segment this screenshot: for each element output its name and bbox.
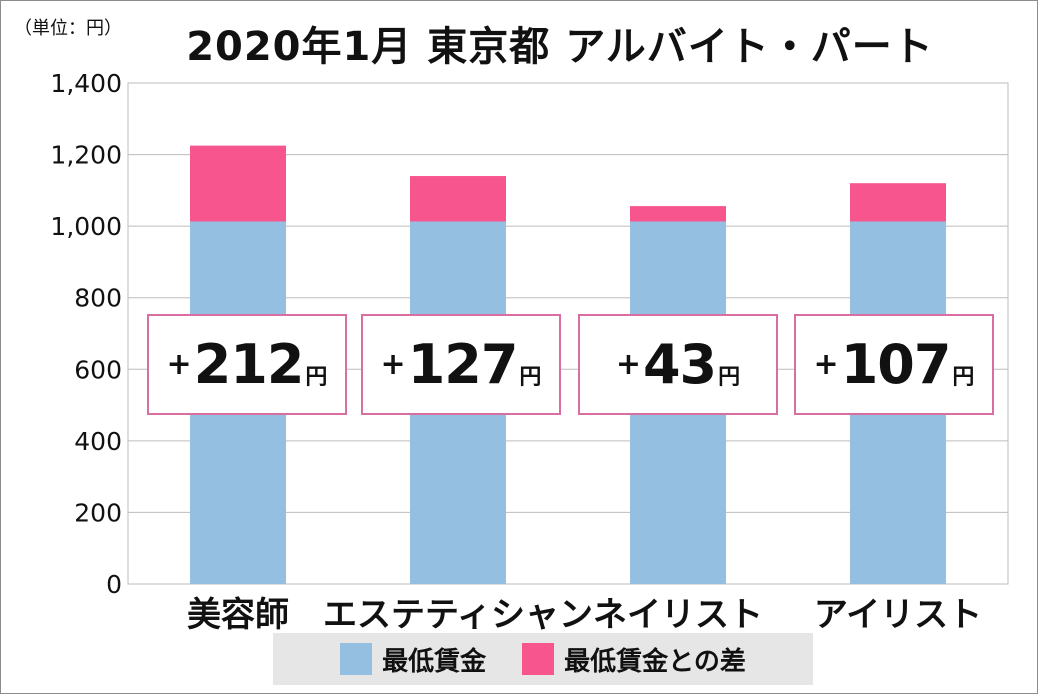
diff-label-yen: 円 xyxy=(519,364,542,390)
diff-label-yen: 円 xyxy=(305,364,328,390)
legend-item-base: 最低賃金 xyxy=(340,641,486,678)
legend-item-diff: 最低賃金との差 xyxy=(522,641,746,678)
y-tick-label: 600 xyxy=(74,355,122,384)
diff-label-plus: + xyxy=(166,347,192,382)
bar-difference xyxy=(410,176,506,222)
diff-label-plus: + xyxy=(813,347,839,382)
legend-label-base: 最低賃金 xyxy=(382,646,487,677)
plot-area-border xyxy=(127,82,1009,585)
y-tick-label: 1,000 xyxy=(50,212,122,241)
diff-label-yen: 円 xyxy=(718,364,741,390)
x-category-label: 美容師 xyxy=(187,595,289,635)
y-tick-label: 400 xyxy=(74,427,122,456)
diff-label-yen: 円 xyxy=(952,364,975,390)
legend-label-diff: 最低賃金との差 xyxy=(564,646,746,677)
y-tick-label: 1,200 xyxy=(50,141,122,170)
diff-label-value: 43 xyxy=(642,333,717,396)
x-category-label: アイリスト xyxy=(814,595,982,635)
diff-label-box: + 212 円 xyxy=(147,314,347,415)
legend-swatch-diff xyxy=(522,643,555,675)
diff-label-value: 127 xyxy=(407,333,519,396)
unit-label: （単位：円） xyxy=(14,18,122,39)
diff-label-box: + 127 円 xyxy=(361,314,561,415)
diff-label-value: 212 xyxy=(193,333,305,396)
bar-difference xyxy=(190,145,286,222)
x-category-label: ネイリスト xyxy=(593,595,763,635)
diff-label-plus: + xyxy=(380,347,406,382)
diff-label-box: + 107 円 xyxy=(794,314,994,415)
y-tick-label: 200 xyxy=(74,498,122,527)
diff-label-box: + 43 円 xyxy=(578,314,778,415)
legend-swatch-base xyxy=(340,643,373,675)
bar-difference xyxy=(850,183,946,222)
bar-difference xyxy=(630,206,726,222)
chart-title: 2020年1月 東京都 アルバイト・パート xyxy=(186,24,934,70)
y-tick-label: 0 xyxy=(106,570,122,599)
diff-label-plus: + xyxy=(615,347,641,382)
diff-label-value: 107 xyxy=(840,333,952,396)
chart-legend: 最低賃金 最低賃金との差 xyxy=(273,633,813,685)
y-tick-label: 800 xyxy=(74,284,122,313)
y-tick-label: 1,400 xyxy=(50,69,122,98)
x-category-label: エステティシャン xyxy=(323,595,593,635)
